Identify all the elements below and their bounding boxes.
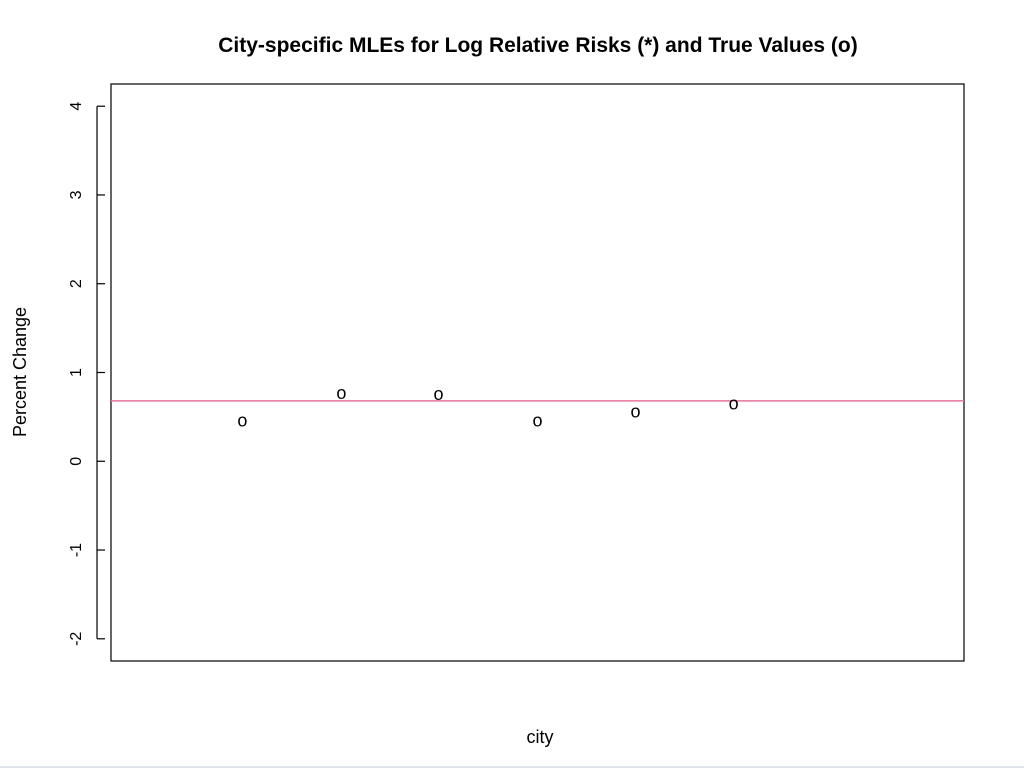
- y-tick-label: 0: [68, 457, 85, 466]
- data-point: o: [237, 410, 247, 430]
- x-axis-label: city: [527, 727, 554, 747]
- y-tick-label: 4: [68, 102, 85, 111]
- y-tick-label: -2: [68, 632, 85, 646]
- chart-title: City-specific MLEs for Log Relative Risk…: [218, 34, 858, 57]
- data-point: o: [532, 410, 542, 430]
- bottom-strip: [0, 766, 1024, 768]
- y-tick-label: 1: [68, 368, 85, 377]
- y-tick-label: -1: [68, 543, 85, 557]
- y-tick-label: 3: [68, 190, 85, 199]
- data-point: o: [631, 402, 641, 422]
- plot-frame: [110, 83, 965, 662]
- y-tick-label: 2: [68, 279, 85, 288]
- data-point: o: [336, 383, 346, 403]
- data-point: o: [729, 394, 739, 414]
- data-point: o: [433, 384, 443, 404]
- points-group: o o o o o o: [237, 383, 738, 431]
- y-axis-label: Percent Change: [10, 307, 30, 437]
- y-axis: -2 -1 0 1 2 3 4: [68, 102, 105, 646]
